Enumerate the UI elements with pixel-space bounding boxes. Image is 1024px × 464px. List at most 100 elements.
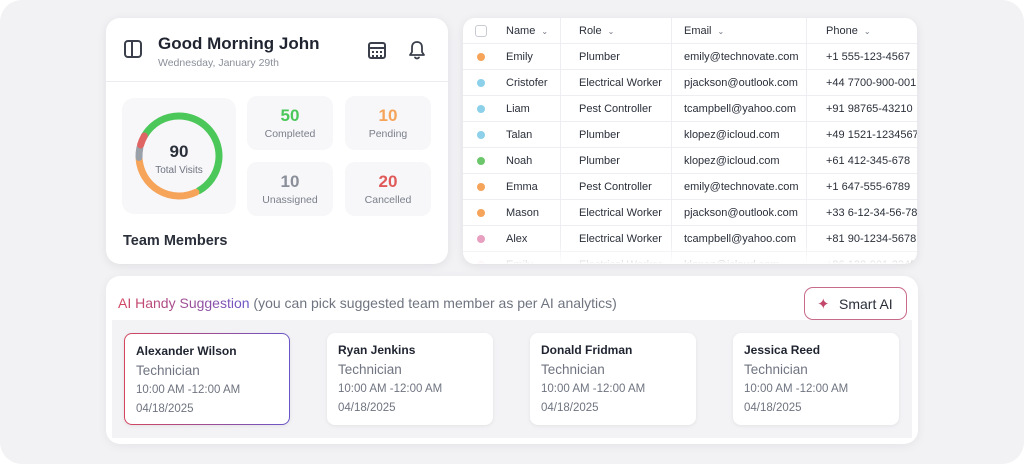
cell-phone: +81 90-1234-5678	[826, 233, 917, 245]
ring-segment-pending	[135, 155, 200, 200]
member-date: 04/18/2025	[541, 402, 599, 414]
stat-completed[interactable]: 50 Completed	[247, 96, 333, 150]
stat-cancelled[interactable]: 20 Cancelled	[345, 162, 431, 216]
member-date: 04/18/2025	[338, 402, 396, 414]
chevron-down-icon: ⌄	[541, 27, 549, 36]
cell-email: pjackson@outlook.com	[684, 77, 798, 89]
cell-role: Electrical Worker	[579, 207, 662, 219]
table-row[interactable]: Mason Electrical Worker pjackson@outlook.c…	[463, 200, 917, 226]
status-dot	[477, 209, 485, 217]
cell-email: pjackson@outlook.com	[684, 207, 798, 219]
suggested-member-card[interactable]: Donald Fridman Technician 10:00 AM -12:0…	[530, 333, 696, 425]
member-name: Jessica Reed	[744, 343, 821, 357]
stat-pending-label: Pending	[368, 128, 408, 140]
team-members-heading: Team Members	[123, 233, 228, 249]
status-dot	[477, 183, 485, 191]
member-role: Technician	[541, 362, 605, 377]
member-date: 04/18/2025	[136, 403, 194, 415]
table-row[interactable]: Cristofer Electrical Worker pjackson@outlo…	[463, 70, 917, 96]
table-row[interactable]: Talan Plumber klopez@icloud.com +49 1521-12…	[463, 122, 917, 148]
member-time-slot: 10:00 AM -12:00 AM	[136, 384, 241, 396]
visits-donut-chart	[135, 112, 223, 200]
cell-name: Talan	[506, 129, 533, 141]
team-members-table: Name ⌄ Role ⌄ Email ⌄ Phone ⌄ Emily Plumber em…	[463, 18, 917, 264]
cell-email: emily@technovate.com	[684, 181, 799, 193]
member-name: Ryan Jenkins	[338, 343, 416, 357]
greeting-date: Wednesday, January 29th	[158, 57, 280, 69]
column-header-phone[interactable]: Phone ⌄	[826, 25, 871, 37]
sidebar-panel-icon[interactable]	[124, 40, 142, 58]
bell-icon[interactable]	[408, 40, 426, 60]
stat-pending[interactable]: 10 Pending	[345, 96, 431, 150]
column-header-role[interactable]: Role ⌄	[579, 25, 615, 37]
cell-role: Plumber	[579, 51, 620, 63]
column-header-name[interactable]: Name ⌄	[506, 25, 549, 37]
overview-header: Good Morning John Wednesday, January 29t…	[106, 18, 448, 82]
table-row[interactable]: Noah Plumber klopez@icloud.com +61 412-345-…	[463, 148, 917, 174]
cell-email: tcampbell@yahoo.com	[684, 103, 797, 115]
ring-segment-completed	[140, 112, 223, 195]
cell-email: emily@technovate.com	[684, 51, 799, 63]
cell-role: Electrical Worker	[579, 233, 662, 245]
cell-name: Emily	[506, 51, 533, 63]
cell-phone: +1 555-123-4567	[826, 51, 911, 63]
status-dot	[477, 79, 485, 87]
member-time-slot: 10:00 AM -12:00 AM	[338, 383, 443, 395]
stat-cancelled-value: 20	[378, 172, 398, 191]
cell-email: klopez@icloud.com	[684, 129, 780, 141]
stat-unassigned[interactable]: 10 Unassigned	[247, 162, 333, 216]
sparkle-icon: ✦	[817, 296, 830, 313]
greeting-title: Good Morning John	[158, 34, 320, 53]
cell-phone: +44 7700-900-001	[826, 77, 917, 89]
cell-role: Plumber	[579, 155, 620, 167]
total-visits-value: 90	[169, 142, 189, 161]
stat-unassigned-value: 10	[280, 172, 300, 191]
cell-role: Plumber	[579, 129, 620, 141]
member-time-slot: 10:00 AM -12:00 AM	[744, 383, 849, 395]
stat-unassigned-label: Unassigned	[262, 194, 318, 206]
status-dot	[477, 53, 485, 61]
cell-email: tcampbell@yahoo.com	[684, 233, 797, 245]
status-dot	[477, 131, 485, 139]
cell-email: klopez@icloud.com	[684, 155, 780, 167]
chevron-down-icon: ⌄	[607, 27, 615, 36]
stat-completed-label: Completed	[264, 128, 316, 140]
member-name: Alexander Wilson	[136, 344, 237, 358]
calendar-icon[interactable]	[368, 42, 386, 59]
cell-name: Liam	[506, 103, 530, 115]
select-all-checkbox[interactable]	[475, 25, 487, 37]
smart-ai-button[interactable]: ✦ Smart AI	[804, 287, 907, 320]
column-header-email[interactable]: Email ⌄	[684, 25, 725, 37]
cell-phone: +91 98765-43210	[826, 103, 913, 115]
ai-suggestion-description: (you can pick suggested team member as p…	[249, 295, 617, 311]
smart-ai-button-label: Smart AI	[839, 296, 893, 312]
cell-phone: +33 6-12-34-56-78	[826, 207, 917, 219]
status-dot	[477, 235, 485, 243]
cell-phone: +61 412-345-678	[826, 155, 911, 167]
stat-pending-value: 10	[378, 106, 398, 125]
chevron-down-icon: ⌄	[717, 27, 725, 36]
cell-role: Pest Controller	[579, 103, 652, 115]
status-dot	[477, 105, 485, 113]
stat-cancelled-label: Cancelled	[364, 194, 412, 206]
cell-name: Noah	[506, 155, 533, 167]
cell-role: Electrical Worker	[579, 77, 662, 89]
cell-role: Pest Controller	[579, 181, 652, 193]
suggested-member-card[interactable]: Jessica Reed Technician 10:00 AM -12:00 …	[733, 333, 899, 425]
cell-name: Mason	[506, 207, 540, 219]
member-role: Technician	[136, 363, 200, 378]
suggested-member-card[interactable]: Ryan Jenkins Technician 10:00 AM -12:00 …	[327, 333, 493, 425]
chevron-down-icon: ⌄	[863, 27, 871, 36]
table-row[interactable]: Emily Plumber emily@technovate.com +1 555-1…	[463, 44, 917, 70]
suggested-member-card[interactable]: Alexander Wilson Technician 10:00 AM -12…	[124, 333, 290, 425]
table-row[interactable]: Liam Pest Controller tcampbell@yahoo.com +9…	[463, 96, 917, 122]
status-dot	[477, 157, 485, 165]
overview-card: Good Morning John Wednesday, January 29t…	[106, 18, 448, 264]
member-role: Technician	[744, 362, 808, 377]
cell-phone: +49 1521-1234567	[826, 129, 917, 141]
member-date: 04/18/2025	[744, 402, 802, 414]
member-role: Technician	[338, 362, 402, 377]
table-row[interactable]: Emma Pest Controller emily@technovate.com +…	[463, 174, 917, 200]
table-header-row: Name ⌄ Role ⌄ Email ⌄ Phone ⌄	[463, 18, 917, 44]
